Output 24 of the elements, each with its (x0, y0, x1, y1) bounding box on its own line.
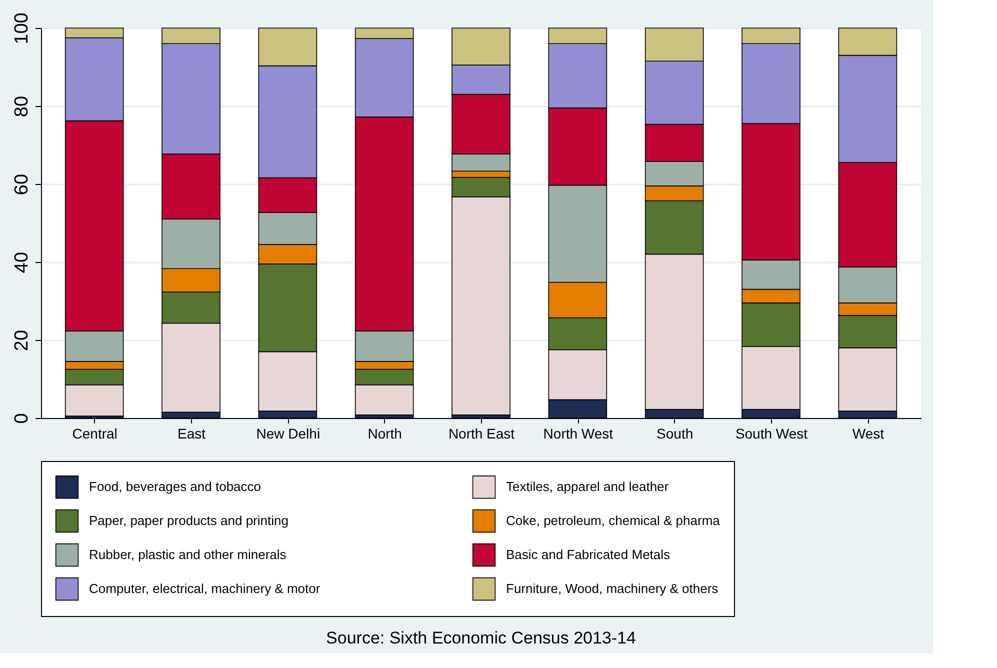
y-tick-label: 80 (12, 96, 32, 118)
x-tick-label: North East (448, 426, 515, 442)
x-tick-label: East (177, 426, 206, 442)
x-tick-label: North West (543, 426, 614, 442)
legend-label: Textiles, apparel and leather (506, 479, 670, 494)
y-tick-label: 40 (12, 252, 32, 274)
y-tick-label: 60 (12, 174, 32, 196)
x-tick-label: Central (72, 426, 118, 442)
legend-label: Coke, petroleum, chemical & pharma (506, 513, 721, 528)
legend-label: Rubber, plastic and other minerals (89, 547, 287, 562)
legend-label: Furniture, Wood, machinery & others (506, 581, 719, 596)
legend-label: Computer, electrical, machinery & motor (89, 581, 321, 596)
x-tick-label: South (656, 426, 694, 442)
legend-label: Food, beverages and tobacco (89, 479, 262, 494)
source-note: Source: Sixth Economic Census 2013-14 (326, 628, 636, 648)
x-tick-label: West (852, 426, 884, 442)
y-tick-label: 20 (12, 330, 32, 352)
x-tick-label: North (368, 426, 402, 442)
x-tick-label: New Delhi (256, 426, 320, 442)
y-tick-label: 100 (12, 12, 32, 44)
legend-label: Basic and Fabricated Metals (506, 547, 671, 562)
x-tick-label: South West (735, 426, 808, 442)
y-tick-label: 0 (12, 413, 32, 424)
legend-label: Paper, paper products and printing (89, 513, 288, 528)
